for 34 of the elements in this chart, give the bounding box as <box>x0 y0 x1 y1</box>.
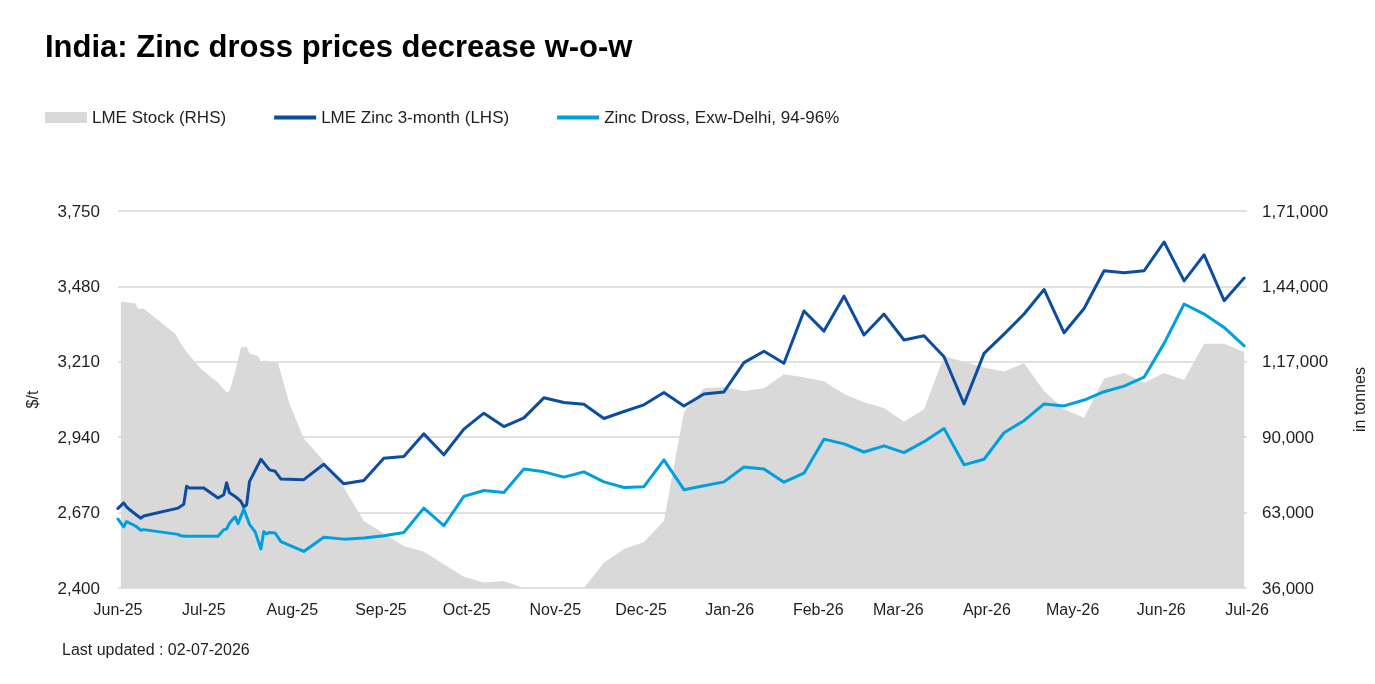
y2-tick-label: 1,44,000 <box>1262 276 1329 296</box>
x-tick-label: Jun-25 <box>93 600 143 618</box>
text: Last updated : 02-07-2026 <box>62 640 250 658</box>
y2-tick-label: 1,17,000 <box>1262 352 1329 372</box>
y-tick-label: 2,670 <box>57 503 100 523</box>
y2-tick-label: 1,71,000 <box>1262 201 1329 221</box>
x-tick-label: Jan-26 <box>705 600 755 618</box>
x-tick-label: Mar-26 <box>872 600 924 618</box>
y2-tick-label: 63,000 <box>1262 503 1314 523</box>
legend-label: LME Zinc 3-month (LHS) <box>321 108 510 127</box>
y2-tick-label: 90,000 <box>1262 427 1314 447</box>
legend-label: Zinc Dross, Exw-Delhi, 94-96% <box>604 108 840 127</box>
x-tick-label: Jun-26 <box>1136 600 1186 618</box>
y-tick-label: 2,400 <box>57 578 100 598</box>
x-tick-label: Aug-25 <box>266 600 319 618</box>
line-series <box>116 240 1246 520</box>
x-tick-label: Jul-25 <box>181 600 226 618</box>
y2-axis-title: in tonnes <box>1350 367 1368 432</box>
y-tick-label: 2,940 <box>57 427 100 447</box>
x-tick-label: Oct-25 <box>442 600 491 618</box>
x-tick-label: Nov-25 <box>529 600 582 618</box>
y2-tick-label: 36,000 <box>1262 578 1314 598</box>
y-tick-label: 3,480 <box>57 276 100 296</box>
y-axis-title: $/t <box>23 390 41 409</box>
x-tick-label: Dec-25 <box>615 600 667 618</box>
chart-title: India: Zinc dross prices decrease w-o-w <box>45 29 634 64</box>
x-tick-label: Jul-26 <box>1225 600 1269 618</box>
x-tick-label: Sep-25 <box>355 600 407 618</box>
x-tick-label: Feb-26 <box>792 600 844 618</box>
x-tick-label: Apr-26 <box>962 600 1012 618</box>
y-tick-label: 3,210 <box>57 352 100 372</box>
x-tick-label: May-26 <box>1045 600 1100 618</box>
y-tick-label: 3,750 <box>57 201 100 221</box>
legend-label: LME Stock (RHS) <box>92 108 227 127</box>
